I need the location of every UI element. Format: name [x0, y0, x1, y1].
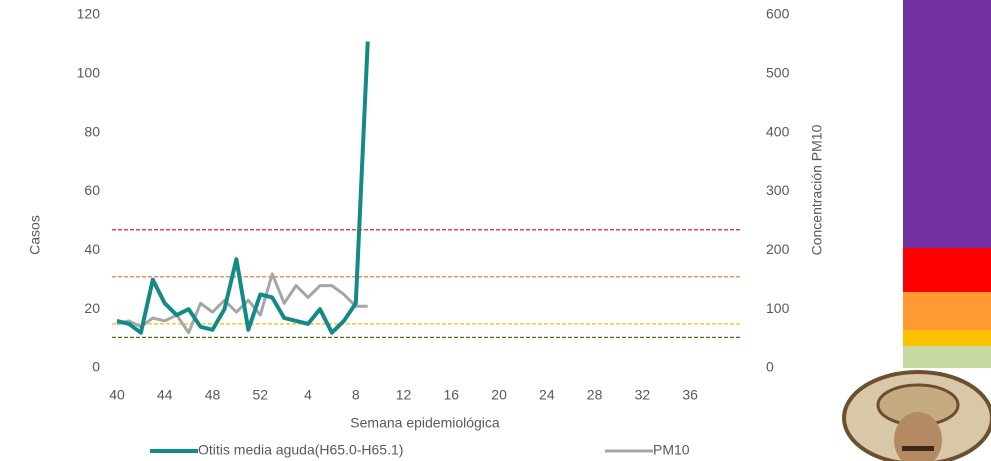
y2-axis-title: Concentración PM10 [809, 124, 825, 255]
x-tick-label: 4 [304, 387, 312, 403]
y2-tick-label: 600 [766, 6, 790, 22]
y2-tick-label: 0 [766, 359, 774, 375]
y-tick-label: 100 [77, 65, 101, 81]
x-tick-label: 40 [109, 387, 125, 403]
x-tick-label: 24 [539, 387, 555, 403]
portrait [842, 370, 991, 461]
x-tick-label: 20 [491, 387, 507, 403]
scale-band [903, 248, 991, 292]
legend-label: PM10 [653, 442, 690, 458]
scale-band [903, 0, 991, 248]
y2-tick-label: 200 [766, 241, 790, 257]
scale-band [903, 346, 991, 368]
y2-tick-label: 400 [766, 123, 790, 139]
y-axis-title: Casos [27, 215, 43, 255]
legend-label: Otitis media aguda(H65.0-H65.1) [198, 442, 403, 458]
x-tick-label: 12 [396, 387, 412, 403]
y2-tick-label: 300 [766, 182, 790, 198]
x-tick-label: 32 [635, 387, 651, 403]
series-line [116, 41, 370, 335]
x-tick-label: 28 [587, 387, 603, 403]
x-tick-label: 16 [444, 387, 460, 403]
x-axis-title: Semana epidemiológica [350, 415, 500, 431]
y-tick-label: 40 [84, 241, 100, 257]
y-tick-label: 60 [84, 182, 100, 198]
y-tick-label: 80 [84, 123, 100, 139]
y2-tick-label: 100 [766, 300, 790, 316]
x-tick-label: 52 [252, 387, 268, 403]
scale-band [903, 330, 991, 346]
y-tick-label: 0 [92, 359, 100, 375]
x-tick-label: 8 [352, 387, 360, 403]
y2-tick-label: 500 [766, 65, 790, 81]
y-tick-label: 20 [84, 300, 100, 316]
scale-band [903, 292, 991, 330]
x-tick-label: 48 [205, 387, 221, 403]
x-tick-label: 44 [157, 387, 173, 403]
y-tick-label: 120 [77, 6, 101, 22]
x-tick-label: 36 [682, 387, 698, 403]
